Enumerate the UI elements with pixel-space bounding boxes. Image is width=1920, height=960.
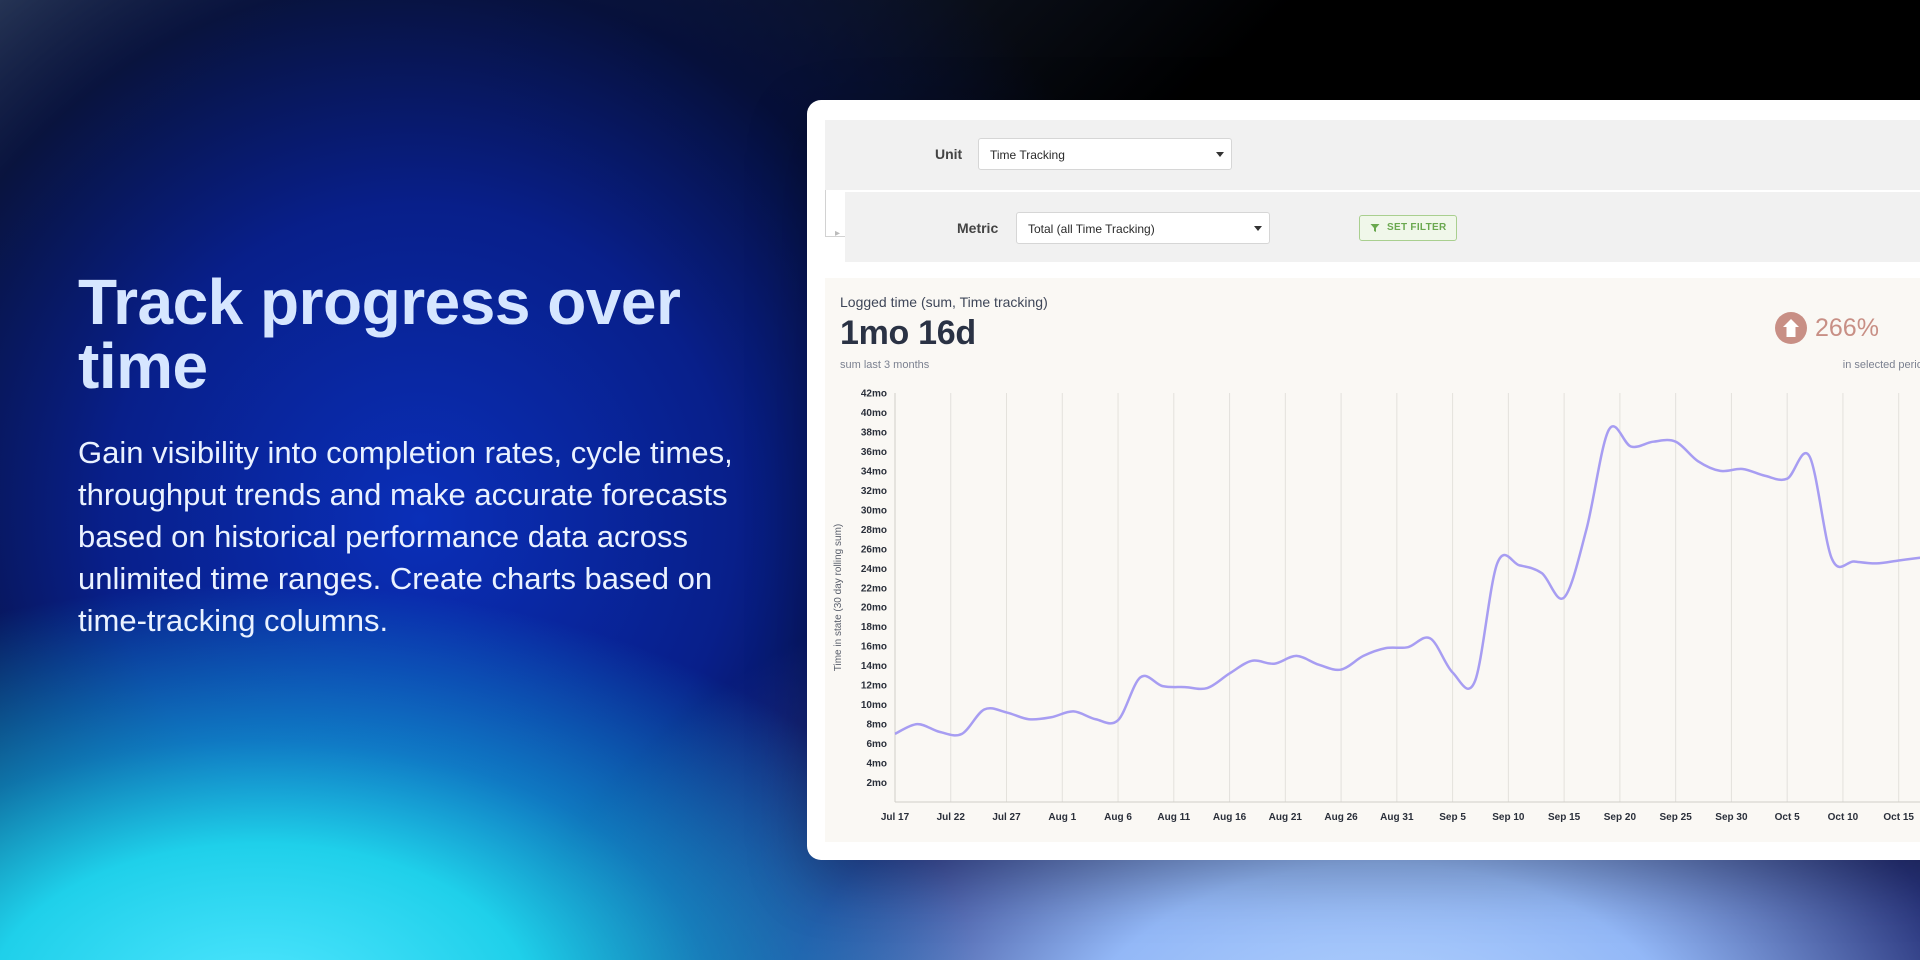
- metric-row: Metric Total (all Time Tracking) SET FIL…: [845, 192, 1920, 262]
- funnel-icon: [1370, 224, 1380, 232]
- y-tick-label: 40mo: [861, 408, 887, 419]
- x-tick-label: Aug 21: [1269, 812, 1303, 823]
- chevron-down-icon: [1216, 152, 1224, 157]
- arrow-up-circle-icon: [1775, 312, 1807, 344]
- x-tick-label: Oct 10: [1828, 812, 1859, 823]
- x-tick-label: Sep 20: [1604, 812, 1637, 823]
- unit-select[interactable]: Time Tracking: [978, 138, 1232, 170]
- summary-value: 1mo 16d: [840, 314, 976, 352]
- hero-section: Track progress over time Gain visibility…: [78, 270, 738, 642]
- y-tick-label: 42mo: [861, 389, 887, 400]
- y-tick-label: 4mo: [866, 759, 887, 770]
- analytics-card: Unit Time Tracking ▸ Metric Total (all T…: [807, 100, 1920, 860]
- y-tick-label: 14mo: [861, 661, 887, 672]
- y-tick-label: 28mo: [861, 525, 887, 536]
- y-tick-label: 10mo: [861, 700, 887, 711]
- series-line: [894, 425, 1920, 737]
- chevron-down-icon: [1254, 226, 1262, 231]
- x-tick-label: Jul 27: [992, 812, 1021, 823]
- x-tick-label: Sep 10: [1492, 812, 1525, 823]
- line-chart: Jul 17 Jul 22 Jul 27 Aug 1 Aug 6 Aug 11 Aug 16…: [833, 389, 1920, 823]
- metric-select[interactable]: Total (all Time Tracking): [1016, 212, 1270, 244]
- y-tick-label: 38mo: [861, 427, 887, 438]
- unit-label: Unit: [935, 146, 963, 162]
- x-tick-label: Sep 30: [1715, 812, 1748, 823]
- hero-title: Track progress over time: [78, 266, 681, 402]
- x-tick-label: Aug 11: [1157, 812, 1190, 823]
- y-tick-label: 30mo: [861, 505, 887, 516]
- metric-label: Metric: [957, 220, 999, 236]
- x-tick-label: Jul 17: [881, 812, 910, 823]
- y-tick-label: 12mo: [861, 681, 887, 692]
- y-tick-label: 8mo: [866, 720, 887, 731]
- filter-connector: [825, 190, 846, 237]
- y-tick-label: 26mo: [861, 544, 887, 555]
- y-tick-label: 16mo: [861, 642, 887, 653]
- y-tick-label: 20mo: [861, 603, 887, 614]
- x-tick-label: Sep 15: [1548, 812, 1581, 823]
- x-tick-label: Oct 15: [1883, 812, 1914, 823]
- y-tick-label: 34mo: [861, 466, 887, 477]
- unit-select-value: Time Tracking: [990, 148, 1065, 162]
- summary-subtitle: sum last 3 months: [840, 359, 930, 371]
- hero-description: Gain visibility into completion rates, c…: [78, 435, 733, 638]
- y-tick-label: 18mo: [861, 622, 887, 633]
- x-tick-label: Aug 1: [1048, 812, 1076, 823]
- x-tick-label: Aug 6: [1104, 812, 1132, 823]
- x-tick-label: Oct 5: [1775, 812, 1800, 823]
- y-tick-label: 2mo: [866, 778, 887, 789]
- connector-arrow-icon: ▸: [835, 228, 841, 239]
- x-tick-label: Aug 26: [1324, 812, 1358, 823]
- y-axis-label: Time in state (30 day rolling sum): [833, 524, 844, 671]
- x-tick-label: Aug 31: [1380, 812, 1414, 823]
- x-tick-label: Aug 16: [1213, 812, 1247, 823]
- filter-panel: Unit Time Tracking ▸ Metric Total (all T…: [825, 120, 1920, 278]
- y-tick-label: 24mo: [861, 564, 887, 575]
- y-tick-label: 22mo: [861, 583, 887, 594]
- x-tick-label: Sep 5: [1439, 812, 1466, 823]
- y-tick-label: 32mo: [861, 486, 887, 497]
- summary-title: Logged time (sum, Time tracking): [840, 294, 1048, 310]
- chart-panel: Logged time (sum, Time tracking) 1mo 16d…: [825, 278, 1920, 842]
- metric-select-value: Total (all Time Tracking): [1028, 222, 1155, 236]
- y-tick-label: 36mo: [861, 447, 887, 458]
- unit-row: Unit Time Tracking: [825, 120, 1920, 190]
- x-tick-label: Sep 25: [1660, 812, 1693, 823]
- set-filter-button[interactable]: SET FILTER: [1359, 215, 1457, 241]
- set-filter-label: SET FILTER: [1387, 222, 1447, 233]
- trend-subtitle: in selected period: [1842, 359, 1920, 371]
- trend-value: 266%: [1815, 314, 1879, 342]
- y-tick-label: 6mo: [866, 739, 887, 750]
- x-tick-label: Jul 22: [937, 812, 966, 823]
